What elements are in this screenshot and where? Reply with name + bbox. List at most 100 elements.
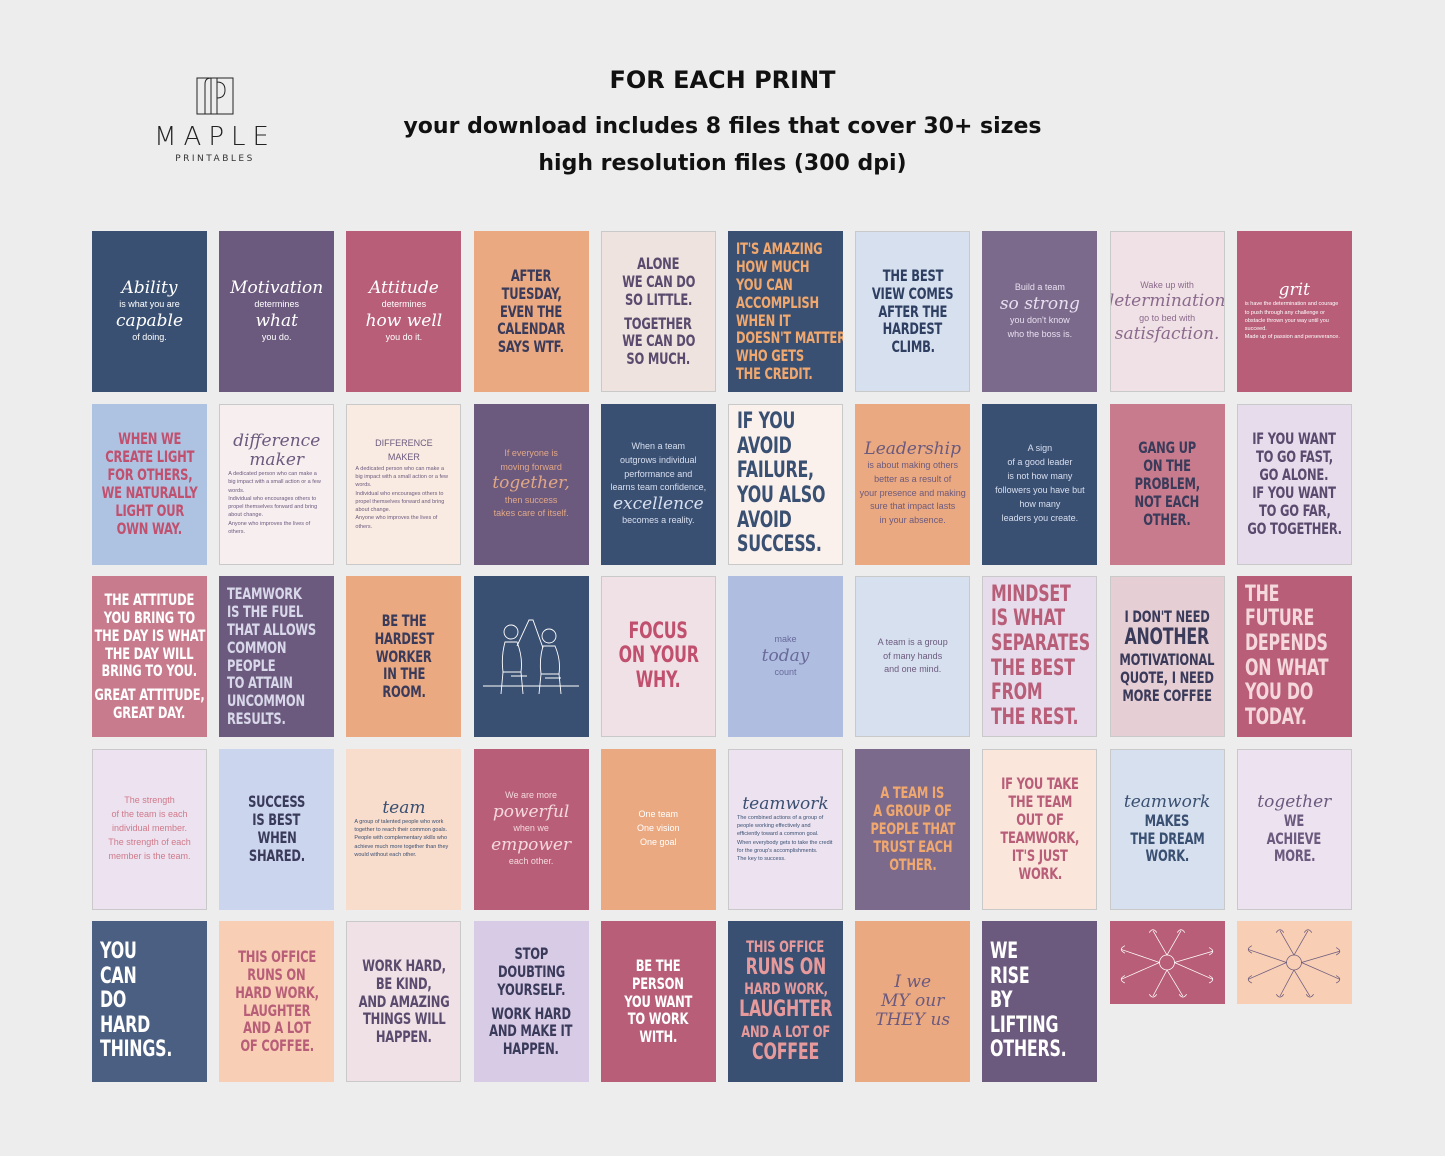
print-card: IF YOU WANT TO GO FAST, GO ALONE. IF YOU WA… [1236,403,1352,565]
print-quote-text: SAYS WTF. [498,337,565,357]
print-quote-text: THE [1244,581,1280,607]
print-card [1236,921,1352,1004]
print-card: YOU CAN DO HARD THINGS. [92,921,207,1082]
print-quote-text: DIFFERENCE [375,438,433,449]
print-quote-text: IF YOU [737,409,796,435]
print-card: BE THE PERSON YOU WANT TO WORK WITH. [600,921,716,1082]
print-quote-text: MAKER [387,452,420,462]
print-card: SUCCESS IS BEST WHEN SHARED. [219,748,335,910]
print-quote-text: TEAMWORK, [1000,828,1080,847]
print-quote-text: WHY. [635,667,681,693]
print-card: The strength of the team is each individua… [92,748,207,910]
print-quote-text: better as a result of [874,473,952,484]
high-five-illustration-icon [483,619,580,694]
print-quote-text: today [761,645,810,666]
print-quote-text: A dedicated person who can make a big im… [228,471,321,494]
print-quote-text: NOT EACH [1134,491,1200,511]
print-quote-text: THE REST. [991,704,1079,730]
print-quote-text: each other. [508,856,554,866]
print-quote-text: you do. [261,331,292,342]
print-quote-text: WORK. [1145,846,1189,866]
print-quote-text: One vision [637,823,680,834]
hands-together-illustration-icon [1120,929,1214,998]
print-quote-text: determines [381,298,427,309]
print-quote-text: Build a team [1014,282,1065,293]
print-quote-text: AFTER [510,265,552,285]
print-quote-text: teamwork [742,793,829,814]
print-quote-text: BE THE [381,610,427,630]
print-quote-text: OUT OF [1016,810,1064,830]
print-quote-text: RESULTS. [227,709,286,729]
print-quote-text: IF YOU WANT [1252,483,1337,502]
print-card: teamwork The combined actions of a group … [728,748,843,910]
print-quote-text: ALONE [637,253,680,273]
print-quote-text: IN THE [382,664,425,684]
print-quote-text: HARD WORK, [743,979,828,999]
print-quote-text: team [382,797,426,818]
print-card: One team One vision One goal [600,748,716,910]
print-quote-text: learns team confidence, [610,482,707,493]
print-card: make today count [728,576,843,737]
print-quote-text: THE CREDIT. [736,364,813,384]
print-quote-text: A dedicated person who can make a big im… [355,465,449,489]
print-quote-text: IT'S AMAZING [736,238,823,258]
print-quote-text: Leadership [864,438,961,459]
print-quote-text: ACCOMPLISH [736,292,819,312]
print-quote-text: of doing. [132,331,167,342]
print-quote-text: outgrows individual [620,454,697,465]
print-quote-text: CAN [100,963,137,989]
print-quote-text: WORK HARD [491,1003,571,1023]
print-quote-text: of a good leader [1007,457,1073,468]
print-quote-text: VIEW COMES [871,283,954,303]
print-quote-text: WHEN IT [736,310,791,330]
print-quote-text: CLIMB. [890,337,935,357]
print-quote-text: of many hands [883,650,943,661]
print-quote-text: WITH. [639,1027,678,1047]
print-quote-text: make [774,634,797,645]
print-quote-text: is what you are [119,298,180,309]
print-quote-text: OTHERS. [990,1037,1067,1063]
print-quote-text: OF COFFEE. [239,1036,314,1056]
print-quote-text: OWN WAY. [116,518,183,538]
print-quote-text: SO LITTLE. [624,289,692,309]
print-quote-text: I DON'T NEED [1124,607,1210,627]
print-quote-text: takes care of itself. [493,508,569,519]
print-card: If everyone is moving forward together, the… [473,403,589,565]
print-card: AFTER TUESDAY, EVEN THE CALENDAR SAYS WTF. [473,231,589,392]
print-card: THIS OFFICE RUNS ON HARD WORK, LAUGHTER AND … [219,921,335,1082]
print-card: We are more powerful when we empower each ot… [473,748,589,910]
print-quote-text: PEOPLE [227,655,276,675]
print-quote-text: We are more [505,790,558,801]
print-quote-text: A team is a group [877,636,948,647]
print-quote-text: IF YOU WANT [1252,429,1337,449]
print-quote-text: of the team is each [111,809,188,820]
print-quote-text: THE DAY IS WHAT [94,625,205,645]
print-quote-text: together [1257,791,1332,812]
print-quote-text: YOU CAN [736,274,793,294]
print-card: Motivation determines what you do. [219,231,335,392]
print-quote-text: maker [249,450,305,470]
print-quote-text: DEPENDS [1244,630,1328,656]
print-quote-text: OTHER. [889,854,937,874]
print-quote-text: LAUGHTER [738,997,833,1023]
print-card: THE ATTITUDE YOU BRING TO THE DAY IS WHAT T… [92,576,207,737]
print-quote-text: Motivation [230,277,324,298]
print-quote-text: TOGETHER [624,313,693,333]
print-card: Attitude determines how well you do it. [346,231,462,392]
print-card: BE THE HARDEST WORKER IN THE ROOM. [346,576,462,737]
print-card: IF YOU TAKE THE TEAM OUT OF TEAMWORK, IT'S J… [982,748,1098,910]
print-quote-text: TO WORK [628,1009,689,1029]
print-quote-text: AND A LOT [242,1018,311,1038]
print-quote-text: is about making others [867,459,958,470]
print-quote-text: The combined actions of a group of peopl… [737,814,824,838]
print-quote-text: HARDEST [374,628,434,648]
resolution-info-line: high resolution files (300 dpi) [538,151,907,176]
print-quote-text: RUNS ON [745,954,826,980]
print-quote-text: performance and [624,468,693,479]
print-quote-text: WE CAN DO [621,271,695,291]
print-quote-text: MY our [881,990,945,1011]
print-card: I we MY our THEY us [855,921,971,1082]
print-card: DIFFERENCE MAKER A dedicated person who ca… [346,403,462,565]
print-quote-text: If everyone is [504,447,558,458]
print-quote-text: When a team [631,440,686,451]
